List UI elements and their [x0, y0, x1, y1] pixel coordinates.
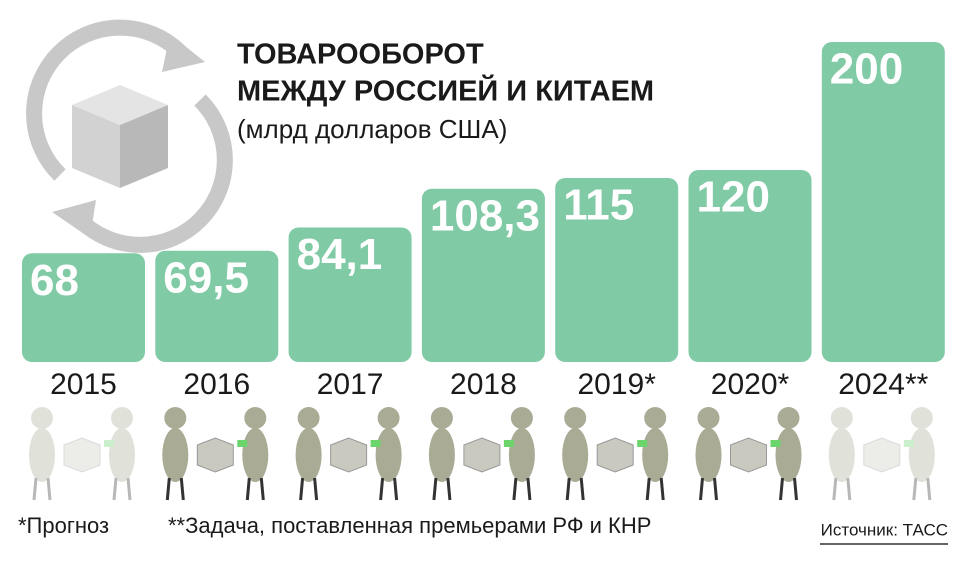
body — [775, 428, 802, 482]
body — [562, 428, 589, 482]
money — [237, 440, 248, 447]
source: Источник: ТАСС — [821, 520, 948, 539]
legs — [912, 477, 932, 501]
box — [196, 437, 234, 473]
value-label: 115 — [563, 181, 634, 230]
bar — [688, 170, 812, 362]
box — [63, 437, 101, 473]
body — [375, 428, 402, 482]
head — [644, 407, 667, 429]
legs — [779, 477, 798, 501]
traders — [295, 407, 402, 501]
box — [730, 437, 767, 473]
legs — [299, 477, 319, 501]
category-label: 2018 — [450, 368, 517, 401]
body — [908, 428, 935, 482]
traders — [828, 407, 935, 501]
body — [508, 428, 535, 482]
bar — [155, 250, 279, 362]
legs — [645, 477, 665, 501]
head — [830, 407, 853, 429]
money — [104, 440, 114, 447]
legs — [245, 477, 265, 501]
head — [31, 407, 53, 429]
legs — [165, 477, 185, 501]
value-label: 69,5 — [163, 253, 249, 302]
box — [330, 437, 368, 473]
body — [642, 428, 669, 482]
head — [297, 407, 320, 429]
category-label: 2019* — [577, 368, 656, 401]
legs — [379, 477, 399, 501]
head — [777, 407, 800, 429]
head — [377, 407, 400, 429]
value-label: 68 — [30, 256, 79, 305]
bar — [821, 42, 945, 362]
head — [111, 407, 133, 429]
value-label: 120 — [697, 173, 770, 222]
body — [695, 428, 722, 482]
title-line: ТОВАРООБОРОТ — [237, 39, 484, 71]
bar — [22, 253, 145, 362]
value-label: 200 — [830, 45, 903, 94]
category-label: 2015 — [50, 368, 117, 401]
title-line: МЕЖДУ РОССИЕЙ И КИТАЕМ — [237, 74, 654, 108]
bar — [421, 188, 545, 362]
legs — [512, 477, 532, 501]
body — [828, 428, 855, 482]
body — [109, 428, 135, 482]
money — [770, 440, 781, 447]
subtitle: (млрд долларов США) — [237, 114, 507, 144]
category-label: 2017 — [317, 368, 384, 401]
traders — [562, 407, 669, 501]
body — [428, 428, 455, 482]
money — [503, 440, 514, 447]
box — [596, 437, 634, 473]
trade-icon — [26, 19, 233, 253]
body — [29, 428, 55, 482]
legs — [32, 477, 52, 501]
traders — [428, 407, 535, 501]
money — [370, 440, 381, 447]
traders — [29, 407, 135, 501]
legs — [112, 477, 132, 501]
head — [564, 407, 587, 429]
body — [162, 428, 189, 482]
head — [697, 407, 720, 429]
money — [903, 440, 914, 447]
traders — [162, 407, 269, 501]
legs — [699, 477, 718, 501]
legs — [565, 477, 585, 501]
value-label: 84,1 — [297, 230, 383, 279]
category-label: 2016 — [183, 368, 250, 401]
category-label: 2020* — [711, 368, 790, 401]
body — [242, 428, 269, 482]
legs — [432, 477, 452, 501]
value-label: 108,3 — [430, 191, 540, 240]
bar — [555, 178, 679, 362]
box — [863, 437, 901, 473]
head — [510, 407, 533, 429]
head — [244, 407, 267, 429]
footnote: *Прогноз — [18, 513, 109, 538]
head — [164, 407, 187, 429]
legs — [832, 477, 852, 501]
head — [430, 407, 453, 429]
category-label: 2024** — [838, 368, 928, 401]
footnote: **Задача, поставленная премьерами РФ и К… — [168, 513, 651, 538]
body — [295, 428, 322, 482]
box — [463, 437, 501, 473]
money — [637, 440, 648, 447]
bar — [288, 227, 412, 362]
head — [910, 407, 933, 429]
traders — [695, 407, 802, 501]
